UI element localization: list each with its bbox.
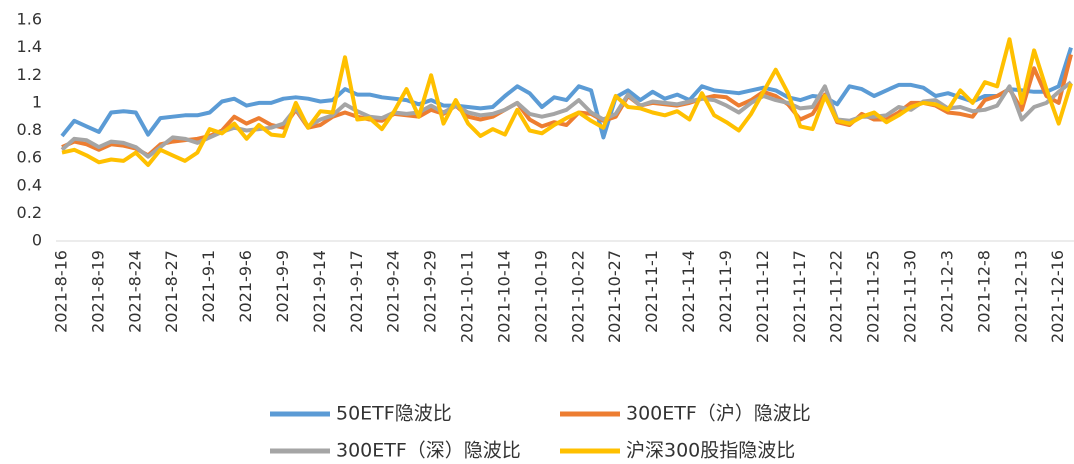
x-tick-label: 2021-10-11	[458, 250, 477, 343]
x-tick-label: 2021-10-22	[568, 250, 587, 343]
x-tick-label: 2021-9-14	[310, 250, 329, 333]
y-tick-label: 1	[32, 92, 42, 111]
x-tick-label: 2021-11-22	[827, 250, 846, 343]
x-tick-label: 2021-9-9	[273, 250, 292, 323]
x-tick-label: 2021-8-27	[162, 250, 181, 333]
x-tick-label: 2021-12-16	[1048, 250, 1067, 343]
x-tick-label: 2021-11-1	[642, 250, 661, 333]
y-tick-label: 0.6	[17, 148, 42, 167]
y-tick-label: 0	[32, 231, 42, 250]
x-tick-label: 2021-12-8	[974, 250, 993, 333]
x-tick-label: 2021-10-14	[494, 250, 513, 343]
y-tick-label: 1.6	[17, 10, 42, 29]
x-tick-label: 2021-11-4	[679, 250, 698, 333]
series-line	[61, 37, 1073, 167]
x-tick-label: 2021-9-1	[199, 250, 218, 323]
y-tick-label: 0.8	[17, 120, 42, 139]
x-tick-label: 2021-11-12	[753, 250, 772, 343]
y-tick-label: 1.4	[17, 37, 42, 56]
legend-label: 沪深300股指隐波比	[626, 440, 795, 462]
x-tick-label: 2021-9-17	[347, 250, 366, 333]
y-tick-label: 0.2	[17, 203, 42, 222]
x-tick-label: 2021-10-19	[531, 250, 550, 343]
x-tick-label: 2021-11-30	[901, 250, 920, 343]
x-tick-label: 2021-8-24	[125, 250, 144, 333]
legend-label: 300ETF（沪）隐波比	[626, 403, 811, 425]
x-tick-label: 2021-9-29	[421, 250, 440, 333]
x-tick-label: 2021-10-27	[605, 250, 624, 343]
x-tick-label: 2021-12-3	[937, 250, 956, 333]
legend-label: 300ETF（深）隐波比	[336, 440, 521, 462]
y-tick-label: 0.4	[17, 175, 42, 194]
x-tick-label: 2021-8-19	[88, 250, 107, 333]
x-tick-label: 2021-9-6	[236, 250, 255, 323]
series-line	[60, 46, 1073, 140]
x-tick-label: 2021-11-17	[790, 250, 809, 343]
x-tick-label: 2021-8-16	[52, 250, 71, 333]
x-tick-label: 2021-11-25	[864, 250, 883, 343]
x-tick-label: 2021-9-24	[384, 250, 403, 333]
y-tick-label: 1.2	[17, 65, 42, 84]
x-tick-label: 2021-11-9	[716, 250, 735, 333]
legend-label: 50ETF隐波比	[336, 403, 452, 425]
x-tick-label: 2021-12-13	[1011, 250, 1030, 343]
